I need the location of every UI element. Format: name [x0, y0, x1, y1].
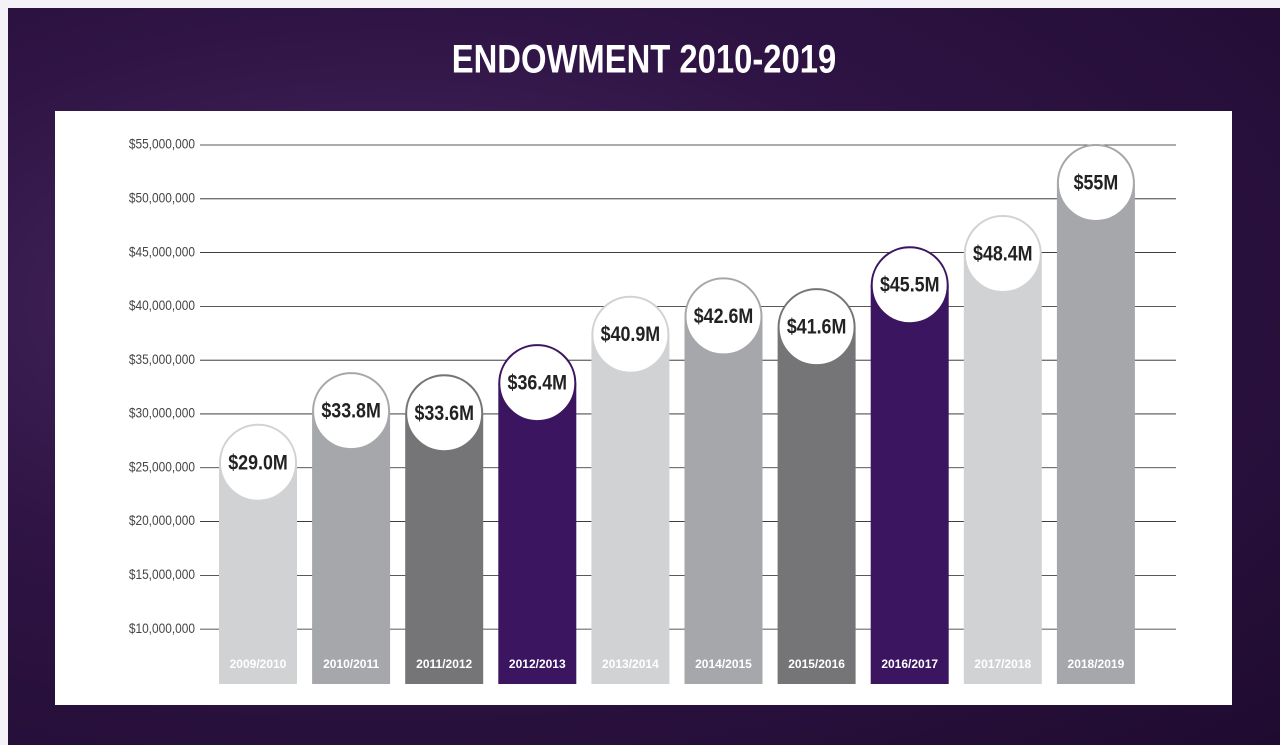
- y-tick-label: $15,000,000: [129, 566, 195, 582]
- value-badge: [219, 423, 297, 502]
- bar: [405, 413, 484, 684]
- bar: [870, 285, 949, 684]
- y-tick-label: $55,000,000: [129, 136, 195, 152]
- x-tick-label: 2017/2018: [974, 657, 1031, 671]
- value-badge: [684, 277, 763, 356]
- value-label: $33.8M: [321, 399, 380, 423]
- value-badge: [1056, 144, 1135, 222]
- x-tick-label: 2013/2014: [602, 657, 659, 671]
- x-tick-label: 2012/2013: [509, 657, 566, 671]
- x-tick-label: 2016/2017: [881, 657, 938, 671]
- value-badge: [312, 372, 391, 451]
- y-tick-label: $35,000,000: [129, 351, 195, 367]
- y-tick-label: $40,000,000: [129, 297, 195, 313]
- bar: [777, 327, 856, 684]
- x-tick-label: 2011/2012: [416, 657, 472, 671]
- y-tick-label: $10,000,000: [129, 620, 195, 636]
- x-tick-label: 2009/2010: [230, 657, 287, 671]
- value-badge: [591, 295, 670, 374]
- x-tick-label: 2015/2016: [788, 657, 845, 671]
- y-tick-label: $30,000,000: [129, 405, 195, 421]
- y-tick-label: $20,000,000: [129, 512, 195, 528]
- value-badge: [963, 215, 1042, 294]
- bar: [963, 254, 1042, 684]
- bar: [312, 411, 391, 684]
- value-label: $55M: [1074, 171, 1119, 195]
- y-tick-label: $50,000,000: [129, 190, 195, 206]
- bar: [498, 383, 577, 684]
- x-tick-label: 2014/2015: [695, 657, 752, 671]
- value-label: $36.4M: [508, 371, 567, 395]
- value-label: $48.4M: [973, 242, 1032, 266]
- value-badge: [870, 246, 949, 325]
- value-label: $45.5M: [880, 273, 939, 297]
- value-label: $33.6M: [414, 401, 473, 425]
- value-label: $42.6M: [694, 305, 753, 329]
- bar: [591, 334, 670, 684]
- bar: [684, 316, 763, 684]
- chart-title: ENDOWMENT 2010-2019: [452, 36, 836, 81]
- value-badge: [777, 288, 856, 367]
- value-label: $41.6M: [787, 315, 846, 339]
- value-label: $29.0M: [228, 451, 287, 475]
- value-badge: [498, 344, 577, 423]
- value-label: $40.9M: [601, 323, 660, 347]
- y-tick-label: $45,000,000: [129, 243, 195, 259]
- bar: [1056, 183, 1135, 684]
- x-tick-label: 2010/2011: [323, 657, 379, 671]
- y-tick-label: $25,000,000: [129, 459, 195, 475]
- x-tick-label: 2018/2019: [1068, 657, 1125, 671]
- value-badge: [405, 374, 484, 453]
